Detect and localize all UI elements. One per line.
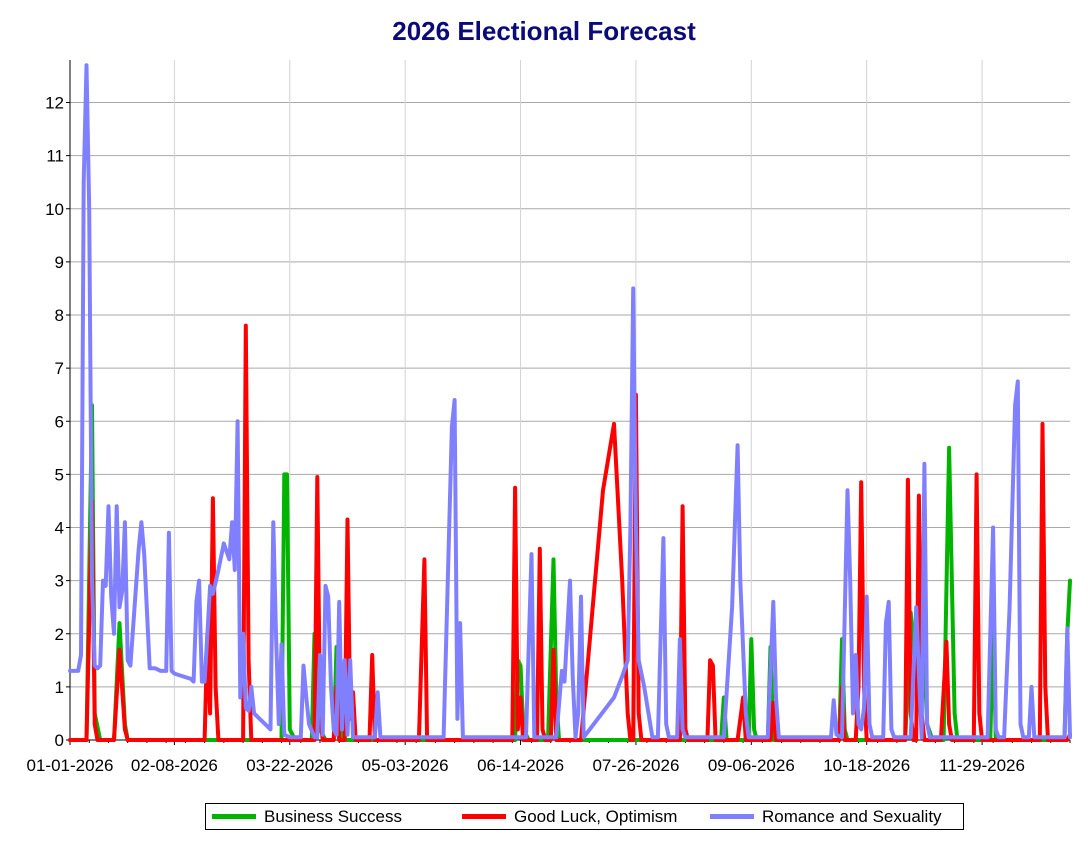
y-tick-label: 0 <box>55 731 64 750</box>
y-tick-label: 6 <box>55 412 64 431</box>
series-line-romance-and-sexuality <box>68 63 1072 740</box>
y-tick-label: 11 <box>46 147 64 166</box>
y-tick-label: 3 <box>55 572 64 591</box>
series-line-good-luck-optimism <box>68 323 1072 742</box>
legend: Business Success Good Luck, Optimism Rom… <box>205 803 964 830</box>
legend-label-romance-and-sexuality: Romance and Sexuality <box>762 806 942 826</box>
legend-item-romance-and-sexuality: Romance and Sexuality <box>710 804 942 829</box>
y-tick-label: 8 <box>55 306 64 325</box>
legend-label-business-success: Business Success <box>264 806 402 826</box>
x-tick-label: 11-29-2026 <box>939 756 1025 775</box>
x-tick-label: 09-06-2026 <box>708 756 795 775</box>
legend-item-business-success: Business Success <box>212 804 402 829</box>
legend-label-good-luck-optimism: Good Luck, Optimism <box>514 806 678 826</box>
x-tick-label: 02-08-2026 <box>131 756 218 775</box>
y-tick-label: 4 <box>55 519 64 538</box>
x-tick-label: 10-18-2026 <box>823 756 910 775</box>
legend-swatch-romance-and-sexuality <box>710 814 754 819</box>
x-tick-label: 07-26-2026 <box>592 756 679 775</box>
series-layer <box>68 63 1072 742</box>
x-tick-label: 03-22-2026 <box>246 756 333 775</box>
legend-swatch-good-luck-optimism <box>462 814 506 819</box>
legend-swatch-business-success <box>212 814 256 819</box>
y-tick-label: 9 <box>55 253 64 272</box>
x-tick-label: 01-01-2026 <box>27 756 114 775</box>
x-tick-label: 05-03-2026 <box>362 756 449 775</box>
y-tick-label: 5 <box>55 465 64 484</box>
legend-item-good-luck-optimism: Good Luck, Optimism <box>462 804 677 829</box>
y-tick-label: 1 <box>55 678 64 697</box>
y-tick-label: 10 <box>45 200 64 219</box>
y-tick-label: 12 <box>45 94 64 113</box>
x-tick-label: 06-14-2026 <box>477 756 564 775</box>
chart-title: 2026 Electional Forecast <box>392 16 696 46</box>
y-tick-label: 2 <box>55 625 64 644</box>
y-tick-label: 7 <box>55 359 64 378</box>
